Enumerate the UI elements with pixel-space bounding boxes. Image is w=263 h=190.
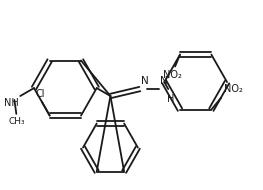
Text: NO₂: NO₂ xyxy=(163,70,181,81)
Text: NH: NH xyxy=(4,98,18,108)
Text: N: N xyxy=(160,76,168,86)
Text: N: N xyxy=(141,76,149,86)
Text: NO₂: NO₂ xyxy=(224,84,243,94)
Text: H: H xyxy=(167,94,175,104)
Text: CH₃: CH₃ xyxy=(8,117,25,126)
Text: Cl: Cl xyxy=(35,89,45,99)
